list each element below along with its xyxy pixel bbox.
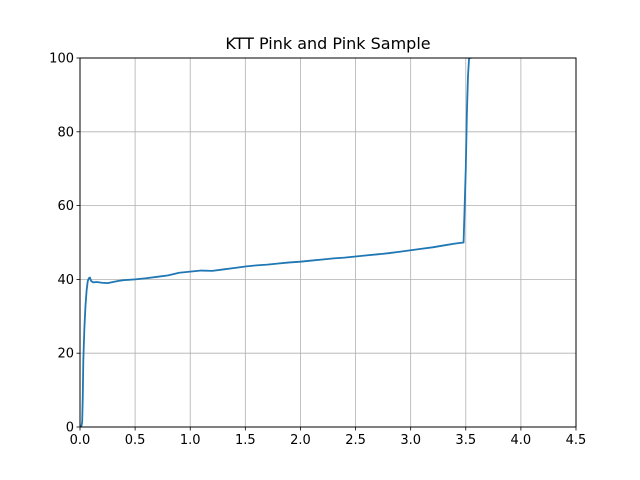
x-tick-label: 4.0 <box>511 433 532 448</box>
y-tick-label: 40 <box>57 273 74 288</box>
x-tick-label: 3.0 <box>400 433 421 448</box>
x-tick-label: 4.5 <box>566 433 587 448</box>
x-tick-label: 1.0 <box>180 433 201 448</box>
plot-frame <box>79 57 577 428</box>
tick-layer: 0.0 0.5 1.0 1.5 2.0 2.5 3.0 3.5 4.0 4.5 0 20 40 60 80 1… <box>49 52 586 449</box>
x-tick-label: 0.0 <box>70 433 91 448</box>
chart-title: KTT Pink and Pink Sample <box>225 34 430 53</box>
x-tick-label: 2.5 <box>345 433 366 448</box>
x-tick-label: 2.0 <box>290 433 311 448</box>
x-tick-label: 1.5 <box>235 433 256 448</box>
x-tick-label: 3.5 <box>455 433 476 448</box>
y-tick-label: 80 <box>57 125 74 140</box>
y-tick-label: 0 <box>66 421 74 436</box>
y-tick-label: 20 <box>57 347 74 362</box>
series-line-0 <box>80 58 472 427</box>
data-layer <box>80 58 472 427</box>
x-tick-label: 0.5 <box>125 433 146 448</box>
y-tick-label: 60 <box>57 199 74 214</box>
y-tick-label: 100 <box>49 52 74 67</box>
